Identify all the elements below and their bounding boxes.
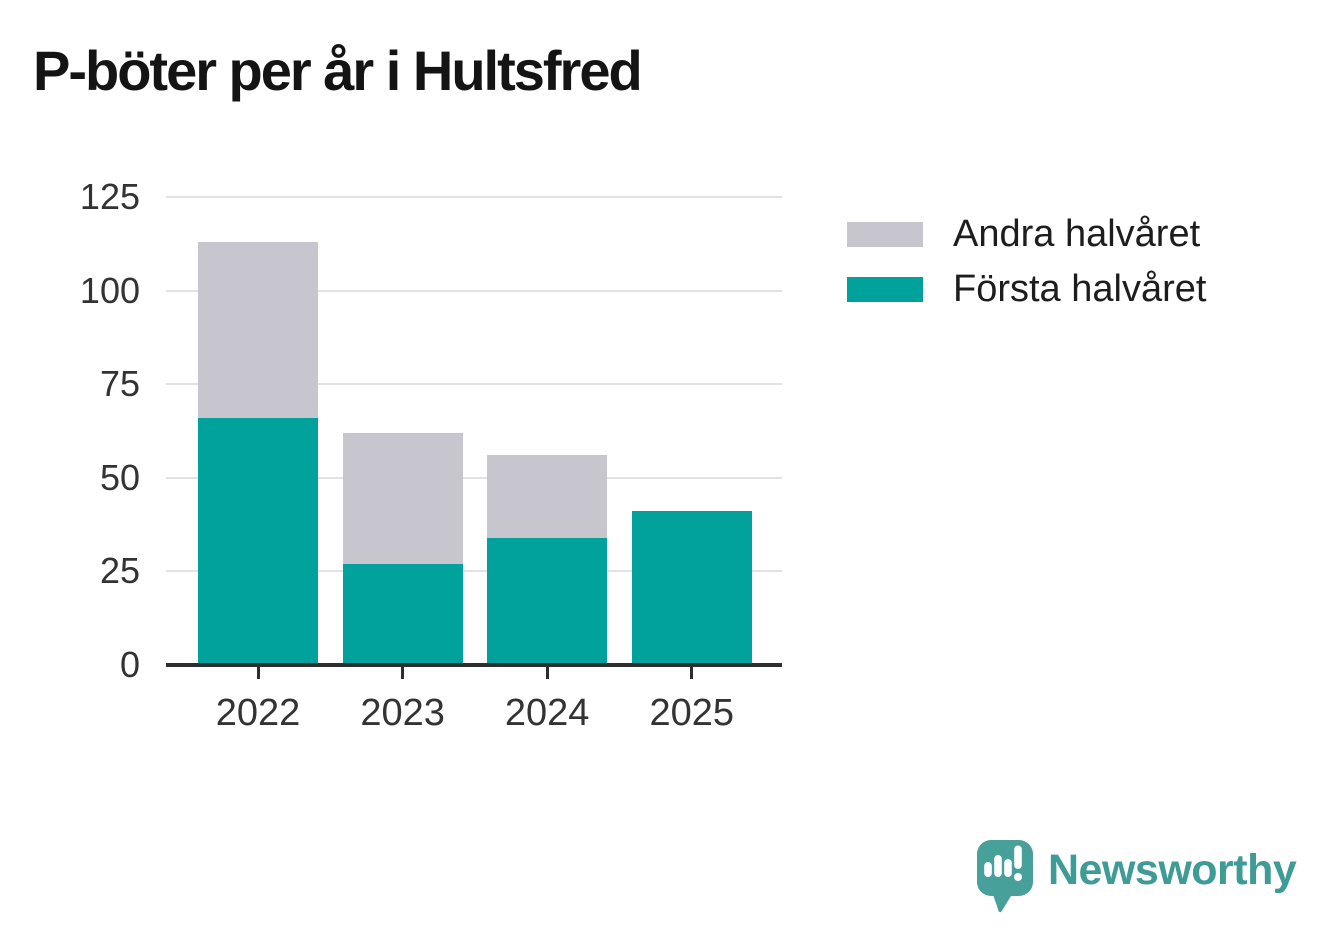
legend-swatch-forsta-halvaret	[847, 277, 923, 302]
y-tick-label: 50	[99, 456, 140, 498]
gridline-100	[166, 289, 782, 292]
legend-item-forsta: Första halvåret	[847, 262, 1206, 317]
bar-segment	[198, 241, 318, 418]
x-axis-tick	[401, 667, 405, 679]
bar-segment	[631, 511, 752, 665]
legend-label-forsta-halvaret: Första halvåret	[953, 268, 1207, 310]
gridline-75	[166, 383, 782, 386]
y-tick-label: 125	[79, 176, 140, 217]
newsworthy-logo: Newsworthy	[975, 838, 1297, 916]
y-tick-label: 100	[79, 269, 140, 311]
newsworthy-logo-icon	[977, 840, 1033, 913]
bar-segment	[342, 563, 463, 665]
bar-segment	[342, 432, 463, 564]
x-axis-tick	[545, 667, 549, 679]
x-axis-tick	[256, 667, 260, 679]
gridline-25	[166, 570, 782, 573]
legend-swatch-andra-halvaret	[847, 222, 923, 247]
x-tick-label: 2025	[649, 692, 735, 734]
x-axis-line	[166, 663, 782, 667]
x-tick-label: 2023	[360, 692, 445, 734]
bar-segment	[198, 417, 318, 665]
y-tick-label: 0	[119, 644, 140, 685]
legend: Andra halvåret Första halvåret	[847, 207, 1206, 317]
y-tick-label: 75	[99, 363, 140, 405]
legend-item-andra: Andra halvåret	[847, 207, 1206, 262]
bar-segment	[487, 455, 608, 538]
legend-label-andra-halvaret: Andra halvåret	[953, 213, 1201, 255]
gridline-50	[166, 476, 782, 479]
chart-title: P-böter per år i Hultsfred	[33, 39, 643, 102]
x-tick-label: 2022	[215, 692, 301, 734]
x-tick-label: 2024	[504, 692, 590, 734]
bar-segment	[487, 537, 608, 665]
x-axis-tick	[690, 667, 694, 679]
newsworthy-logo-text: Newsworthy	[1048, 845, 1297, 894]
y-tick-label: 25	[99, 550, 140, 592]
gridline-125	[166, 196, 782, 198]
